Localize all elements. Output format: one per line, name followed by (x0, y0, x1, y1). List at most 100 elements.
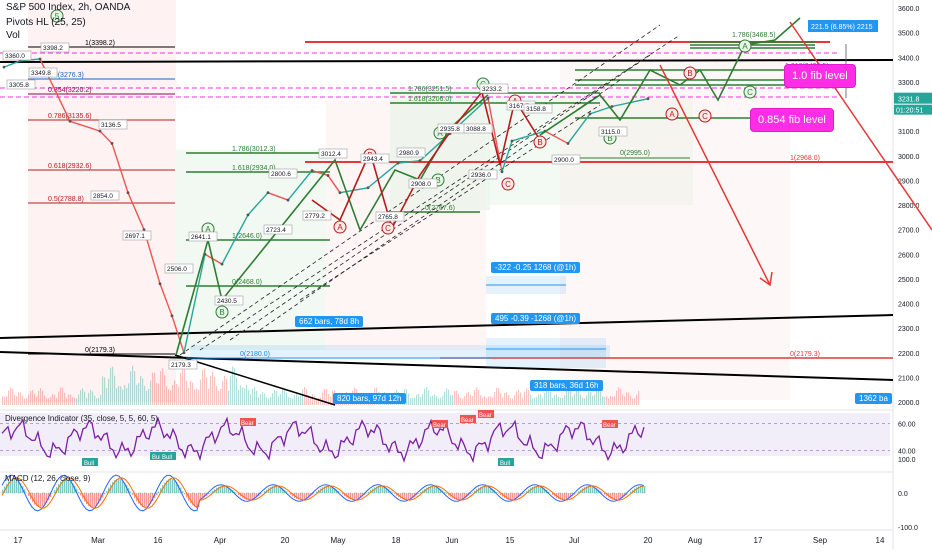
volume-bar (294, 395, 295, 405)
volume-bar (432, 396, 433, 405)
volume-bar (212, 372, 213, 405)
volume-bar (76, 399, 77, 405)
macd-hist-bar (224, 486, 225, 493)
macd-hist-bar (354, 493, 355, 500)
volume-bar (22, 396, 23, 405)
volume-bar (544, 393, 545, 405)
volume-bar (238, 390, 239, 405)
left-fib-label: 1(3398.2) (85, 40, 115, 47)
wave-label-green-text: A (742, 42, 748, 51)
time-tick-label: Sep (813, 536, 828, 545)
price-point (39, 58, 42, 61)
right-fib-label: 0(2767.6) (425, 205, 455, 212)
oscillator-title[interactable]: Divergence Indicator (35, close, 5, 5, 6… (5, 414, 158, 423)
volume-bar (594, 395, 595, 405)
volume-bar (6, 396, 7, 405)
macd-hist-bar (592, 486, 593, 493)
volume-bar (614, 396, 615, 405)
volume-indicator-label[interactable]: Vol (6, 30, 20, 41)
measure-range-662 (190, 345, 610, 357)
volume-bar (224, 376, 225, 405)
measure-label-2[interactable]: 495 -0.39 -1268 (@1h) (491, 313, 580, 324)
volume-bar (172, 385, 173, 405)
volume-bar (418, 394, 419, 405)
macd-hist-bar (444, 492, 445, 493)
volume-bar (190, 381, 191, 405)
volume-bar (534, 398, 535, 405)
volume-bar (322, 393, 323, 405)
volume-bar (226, 379, 227, 405)
volume-bar (198, 390, 199, 405)
fib-1-callout[interactable]: 1.0 fib level (784, 64, 856, 88)
volume-bar (556, 394, 557, 405)
volume-bar (64, 393, 65, 405)
volume-bar (618, 387, 619, 405)
fib-0854-callout[interactable]: 0.854 fib level (750, 108, 834, 132)
volume-bar (410, 398, 411, 405)
macd-hist-bar (80, 493, 81, 495)
volume-bar (244, 388, 245, 405)
volume-bar (626, 392, 627, 405)
volume-bar (622, 394, 623, 405)
macd-hist-bar (380, 486, 381, 493)
bars-318-label[interactable]: 318 bars, 36d 16h (530, 380, 603, 391)
pivot-value: 3398.2 (43, 45, 63, 52)
price-point (419, 159, 422, 162)
pivots-indicator-label[interactable]: Pivots HL (25, 25) (6, 17, 86, 28)
volume-bar (32, 390, 33, 405)
macd-title[interactable]: MACD (12, 26, close, 9) (5, 474, 90, 483)
volume-bar (94, 396, 95, 405)
volume-bar (264, 394, 265, 405)
volume-bar (456, 391, 457, 405)
volume-bar (552, 398, 553, 405)
volume-bar (164, 375, 165, 405)
volume-bar (240, 385, 241, 405)
measure-label-1[interactable]: -322 -0.25 1268 (@1h) (491, 262, 580, 273)
volume-bar (188, 388, 189, 405)
volume-bar (98, 398, 99, 405)
pivot-value: 2943.4 (363, 156, 383, 163)
price-tick-label: 3000.0 (898, 154, 920, 161)
pivot-value: 2980.9 (399, 150, 419, 157)
volume-bar (78, 395, 79, 405)
volume-bar (12, 389, 13, 405)
volume-bar (420, 397, 421, 405)
volume-bar (582, 398, 583, 405)
bars-662-label[interactable]: 662 bars, 78d 8h (295, 316, 363, 327)
wave-label-red-text: A (337, 223, 343, 232)
volume-bar (132, 366, 133, 405)
macd-hist-bar (472, 492, 473, 493)
volume-bar (474, 390, 475, 405)
volume-bar (236, 378, 237, 405)
pivot-value: 2854.0 (93, 193, 113, 200)
volume-bar (306, 389, 307, 405)
volume-bar (142, 378, 143, 405)
jul-fib-label: 0(2995.0) (620, 150, 650, 157)
bars-1362-label[interactable]: 1362 ba (855, 393, 892, 404)
volume-bar (86, 398, 87, 405)
pivot-value: 2935.8 (440, 126, 460, 133)
macd-hist-bar (328, 486, 329, 493)
bars-820-label[interactable]: 820 bars, 97d 12h (333, 393, 406, 404)
volume-bar (40, 388, 41, 405)
macd-hist-bar (564, 493, 565, 500)
volume-bar (252, 389, 253, 405)
volume-bar (482, 398, 483, 405)
price-point (487, 97, 490, 100)
macd-hist-bar (54, 490, 55, 493)
price-point (287, 199, 290, 202)
volume-bar (260, 394, 261, 405)
macd-hist-bar (420, 492, 421, 493)
volume-bar (430, 397, 431, 405)
macd-hist-bar (90, 493, 91, 507)
volume-bar (262, 392, 263, 405)
macd-hist-bar (172, 479, 173, 493)
volume-bar (66, 398, 67, 405)
volume-bar (80, 390, 81, 405)
volume-bar (498, 388, 499, 405)
volume-bar (84, 392, 85, 405)
volume-bar (168, 389, 169, 405)
pivot-value: 2179.3 (171, 362, 191, 369)
bear-label: Bear (461, 418, 474, 424)
volume-bar (468, 392, 469, 405)
